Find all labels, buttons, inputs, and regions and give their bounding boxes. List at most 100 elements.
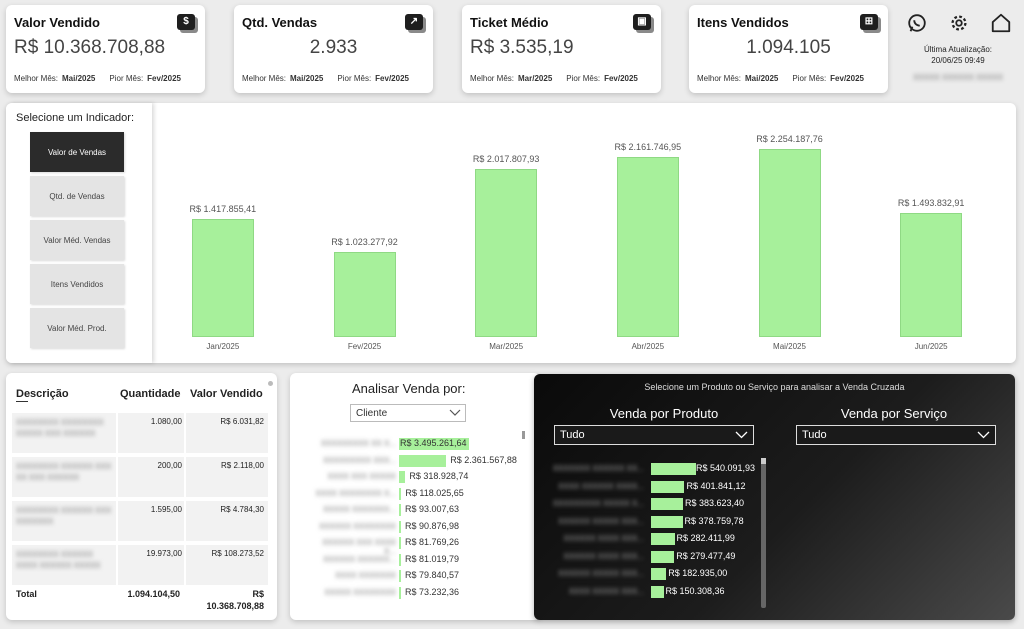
service-select[interactable]: Tudo xyxy=(796,425,996,445)
kpi-meta: Melhor Mês: Mar/2025 Pior Mês: Fev/2025 xyxy=(470,74,653,83)
analisar-item-name[interactable]: XXXXXX XXX XXXX X... xyxy=(322,538,396,556)
analisar-item-name[interactable]: XXXXX XXXXXXX... xyxy=(323,505,396,514)
scrollbar[interactable] xyxy=(761,458,766,608)
analisar-bar[interactable] xyxy=(399,537,401,549)
cell-valor: R$ 4.784,30 xyxy=(186,501,268,541)
bar-Mai/2025[interactable] xyxy=(758,149,821,337)
worst-month-label: Pior Mês: xyxy=(109,74,144,83)
scrollbar[interactable] xyxy=(522,431,525,439)
cross-bar[interactable] xyxy=(651,498,683,510)
scroll-thumb[interactable] xyxy=(761,458,766,464)
table-row[interactable]: XXXXXXXX XXXXXX XXX XXXXXXX 1.595,00 R$ 4.… xyxy=(12,501,268,541)
cross-item-name[interactable]: XXXXXXX XXXXXX XX... xyxy=(552,464,644,473)
analisar-item-name[interactable]: XXXX XXX XXXXX xyxy=(327,472,396,481)
header-descricao[interactable]: Descrição xyxy=(16,388,69,400)
cross-bar[interactable] xyxy=(651,568,667,580)
total-value-currency: R$ xyxy=(252,589,264,599)
table-row[interactable]: XXXXXXXX XXXXXX XXX XX XXX XXXXXX 200,00 R… xyxy=(12,457,268,497)
cross-item-name[interactable]: XXXXXXXXX XXXXX X... xyxy=(552,499,644,508)
analisar-bar[interactable] xyxy=(399,438,469,450)
best-month-label: Melhor Mês: xyxy=(470,74,515,83)
analisar-item-name[interactable]: XXXXXXXXX XXX... xyxy=(323,455,396,465)
home-icon[interactable] xyxy=(990,12,1012,34)
indicator-option-valor-med-prod[interactable]: Valor Méd. Prod. xyxy=(30,308,124,348)
cross-bar[interactable] xyxy=(651,463,696,475)
cross-item-name[interactable]: XXXXXX XXXXX XXX... xyxy=(558,516,644,526)
chart-icon: ↗ xyxy=(405,14,423,30)
bar-Jun/2025[interactable] xyxy=(900,212,963,337)
analisar-bar[interactable] xyxy=(399,471,406,483)
last-update: Última Atualização: 20/06/25 09:49 XXXXX… xyxy=(908,44,1008,83)
bar-Jan/2025[interactable] xyxy=(191,218,254,337)
kpi-title: Qtd. Vendas xyxy=(242,15,318,30)
row-quantity: 1.080,00 xyxy=(150,417,182,426)
analisar-bar[interactable] xyxy=(399,586,401,599)
analisar-item-name[interactable]: XXXXXXXXX XX X... xyxy=(320,439,396,448)
cross-item-value: R$ 401.841,12 xyxy=(686,480,746,491)
cart-icon: ⊞ xyxy=(860,14,878,30)
total-qty: 1.094.104,50 xyxy=(127,589,180,599)
serv-title: Venda por Serviço xyxy=(840,406,948,421)
last-update-label: Última Atualização: xyxy=(923,45,993,54)
cross-item-name[interactable]: XXXXXX XXXX XXX... xyxy=(563,551,644,561)
cell-valor: R$ 2.118,00 xyxy=(186,457,268,497)
cell-descricao: XXXXXXXX XXXXXX XXX XX XXX XXXXXX xyxy=(12,457,116,497)
analisar-bar[interactable] xyxy=(399,487,402,500)
analisar-item-name[interactable]: XXXXX XXXXXXXX xyxy=(324,587,396,597)
cell-quantidade: 19.973,00 xyxy=(118,545,184,585)
worst-month-label: Pior Mês: xyxy=(566,74,601,83)
indicator-option-valor-med-vendas[interactable]: Valor Méd. Vendas xyxy=(30,220,124,260)
analisar-bar[interactable] xyxy=(399,454,447,467)
cross-bar[interactable] xyxy=(651,533,675,545)
gear-icon[interactable] xyxy=(948,12,970,34)
product-select[interactable]: Tudo xyxy=(554,425,754,445)
analisar-item-value: R$ 79.840,57 xyxy=(405,570,460,580)
best-month-label: Melhor Mês: xyxy=(697,74,742,83)
cross-item-name[interactable]: XXXX XXXXXX XXXX... xyxy=(558,481,644,491)
scroll-indicator[interactable] xyxy=(268,381,273,386)
analisar-select[interactable]: Cliente xyxy=(350,404,466,422)
analisar-item-name[interactable]: XXXXXX XXXXXXXX xyxy=(319,521,396,531)
cross-bar[interactable] xyxy=(651,515,683,528)
header-valor-vendido[interactable]: Valor Vendido xyxy=(190,388,263,400)
cross-item-value: R$ 282.411,99 xyxy=(676,533,735,543)
row-value: R$ 4.784,30 xyxy=(220,505,264,514)
cell-descricao: XXXXXXXX XXXXXX XXX XXXXXXX xyxy=(12,501,116,541)
table-row[interactable]: XXXXXXXX XXXXXX XXXX XXXXXX XXXXX 19.973,… xyxy=(12,545,268,585)
row-value: R$ 2.118,00 xyxy=(221,461,264,470)
analisar-item-name[interactable]: XXXX XXXXXXXX X... xyxy=(315,488,396,498)
cross-bar[interactable] xyxy=(651,550,675,563)
indicator-option-itens-vendidos[interactable]: Itens Vendidos xyxy=(30,264,124,304)
cross-item-name[interactable]: XXXXXX XXXXX XXX... xyxy=(558,569,644,578)
kpi-value: 1.094.105 xyxy=(746,37,831,58)
bar-Fev/2025[interactable] xyxy=(333,251,396,337)
cross-bar[interactable] xyxy=(651,480,685,493)
dollar-icon: $ xyxy=(177,14,195,30)
cross-item-name[interactable]: XXXXXX XXXX XXX... xyxy=(563,534,644,543)
bar-Abr/2025[interactable] xyxy=(616,156,679,337)
whatsapp-icon[interactable] xyxy=(906,12,928,34)
bar-Mar/2025[interactable] xyxy=(475,168,538,337)
row-quantity: 200,00 xyxy=(157,461,182,470)
x-tick-label: Abr/2025 xyxy=(631,342,665,351)
product-table-panel: Descrição Quantidade Valor Vendido XXXXX… xyxy=(6,373,277,620)
indicator-option-qtd-vendas[interactable]: Qtd. de Vendas xyxy=(30,176,124,216)
analisar-item-name[interactable]: XXXXXX XXXXXX... xyxy=(323,554,396,564)
cell-valor: R$ 6.031,82 xyxy=(186,413,268,453)
cell-descricao: XXXXXXXX XXXXXXXX XXXXX XXX XXXXXX xyxy=(12,413,116,453)
cross-item-name[interactable]: XXXX XXXXX XXX... xyxy=(568,586,644,596)
table-row[interactable]: XXXXXXXX XXXXXXXX XXXXX XXX XXXXXX 1.080,… xyxy=(12,413,268,453)
analisar-title: Analisar Venda por: xyxy=(352,381,466,396)
analisar-bar[interactable] xyxy=(399,570,401,582)
bar-data-label: R$ 1.023.277,92 xyxy=(331,236,398,247)
analisar-item-name[interactable]: XXXX XXXXXXX xyxy=(335,571,396,580)
analisar-bar[interactable] xyxy=(399,520,401,533)
analisar-bar[interactable] xyxy=(399,504,401,516)
analisar-bar[interactable] xyxy=(399,553,401,566)
analisar-item-value: R$ 2.361.567,88 xyxy=(450,454,517,465)
indicator-option-valor-vendas[interactable]: Valor de Vendas xyxy=(30,132,124,172)
x-tick-label: Jun/2025 xyxy=(914,342,948,351)
total-label: Total xyxy=(16,589,37,599)
header-quantidade[interactable]: Quantidade xyxy=(120,388,181,400)
cross-bar[interactable] xyxy=(651,585,664,598)
